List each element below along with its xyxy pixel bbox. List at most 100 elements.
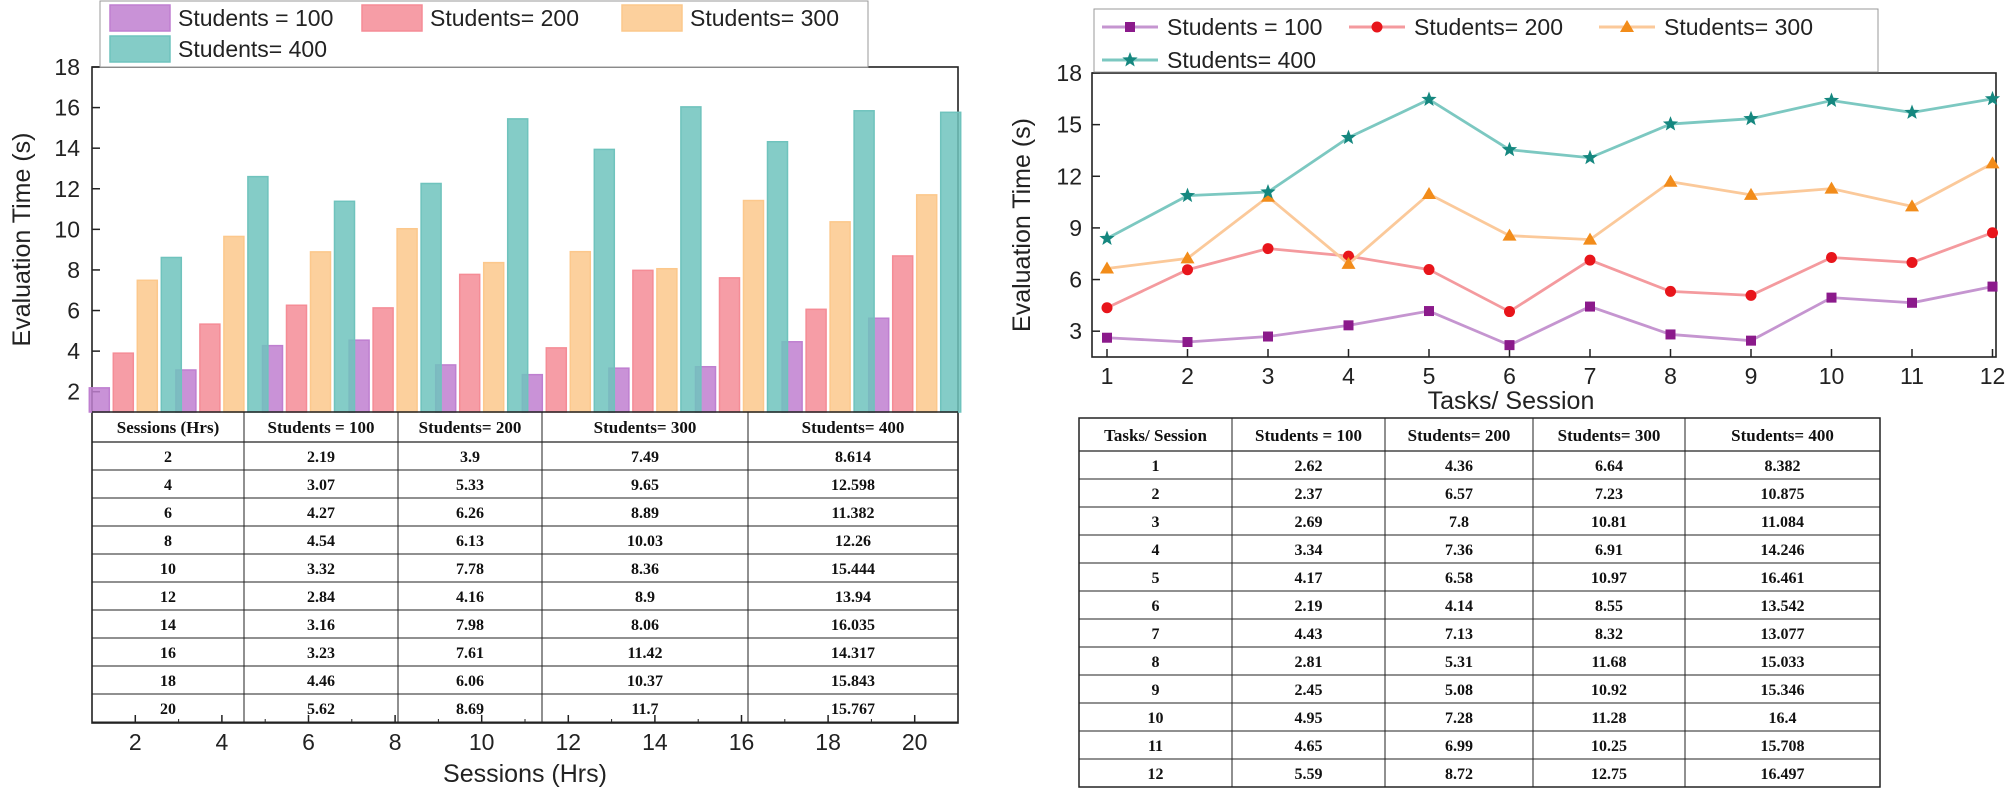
bar-table-cell: 8.69 (456, 701, 484, 718)
bar (458, 273, 481, 413)
line-table-cell: 11.084 (1761, 514, 1804, 531)
bar (805, 308, 827, 413)
line-legend-label: Students= 400 (1167, 47, 1316, 73)
line-table-cell: 11.28 (1591, 710, 1626, 727)
data-point (1823, 92, 1840, 107)
bar-table-cell: 4 (164, 477, 172, 494)
line-table-cell: 15.033 (1761, 654, 1805, 671)
line-table-cell: 6.64 (1595, 458, 1623, 475)
line-table-cell: 8.32 (1595, 626, 1623, 643)
bar-table-cell: 2 (164, 449, 172, 466)
bar-x-tick-label: 4 (216, 729, 229, 755)
bar-table-cell: 6.26 (456, 505, 484, 522)
series-line (1106, 97, 1993, 240)
bar-y-tick-label: 2 (67, 379, 80, 405)
data-point (1343, 320, 1354, 331)
data-point (1665, 285, 1676, 297)
bar-table-cell: 8.9 (635, 589, 655, 606)
line-table-cell: 4.95 (1295, 710, 1323, 727)
bar-table-cell: 10.37 (627, 673, 663, 690)
data-point (1260, 184, 1276, 199)
line-table-cell: 11 (1148, 738, 1163, 755)
line-x-tick-label: 9 (1745, 363, 1758, 389)
line-table-cell: 7.8 (1449, 514, 1469, 531)
bar (891, 255, 914, 413)
data-point (1182, 264, 1193, 276)
line-table-cell: 14.246 (1761, 542, 1805, 559)
line-table-cell: 2.19 (1295, 598, 1323, 615)
bar (718, 277, 741, 413)
data-point (1101, 302, 1113, 314)
line-x-tick-label: 3 (1262, 363, 1275, 389)
bar (569, 250, 592, 413)
bar-table-header: Students= 400 (802, 418, 905, 437)
line-legend-marker (1371, 21, 1383, 33)
line-table-cell: 4.14 (1445, 598, 1473, 615)
bar-x-tick-label: 10 (469, 729, 495, 755)
data-point (1905, 199, 1919, 212)
bar-legend-label: Students= 200 (430, 5, 579, 31)
bar-table-cell: 7.61 (456, 645, 484, 662)
bar-table-cell: 7.78 (456, 561, 484, 578)
line-table-cell: 2 (1152, 486, 1160, 503)
line-table-cell: 9 (1152, 682, 1160, 699)
bar-table-cell: 20 (160, 701, 176, 718)
line-table-cell: 2.81 (1295, 654, 1323, 671)
bar-table-header: Students= 200 (419, 418, 522, 437)
line-legend-marker (1125, 22, 1135, 32)
line-table-cell: 5.08 (1445, 682, 1473, 699)
bar-chart: 2 4 6 8 10 12 14 16 18 Evaluation Time (s) Session… (8, 0, 962, 788)
bar-y-tick-label: 6 (67, 298, 80, 324)
line-table-cell: 16.461 (1761, 570, 1805, 587)
bar-table-cell: 6.06 (456, 673, 484, 690)
bar-y-tick-label: 8 (67, 257, 80, 283)
bar-x-tick-label: 2 (129, 729, 142, 755)
bar-table-cell: 3.07 (307, 477, 335, 494)
data-point (1501, 141, 1518, 157)
line-y-tick-label: 12 (1056, 163, 1082, 189)
bar (656, 267, 678, 413)
data-point (1262, 243, 1274, 255)
line-table-header: Tasks/ Session (1104, 426, 1207, 445)
data-point (1502, 228, 1517, 241)
line-table-cell: 6.91 (1595, 542, 1623, 559)
line-table-cell: 10.81 (1591, 514, 1627, 531)
data-point (1907, 297, 1917, 308)
bar-table-cell: 2.84 (307, 589, 335, 606)
data-point (1263, 331, 1273, 342)
line-table-cell: 3 (1152, 514, 1160, 531)
bar-legend-label: Students= 300 (690, 5, 839, 31)
bar (506, 118, 529, 413)
data-point (1504, 340, 1515, 351)
bar-table-cell: 10 (160, 561, 176, 578)
bar-table-cell: 4.27 (307, 505, 335, 522)
bar-table-cell: 13.94 (835, 589, 871, 606)
line-table-cell: 12.75 (1591, 766, 1627, 783)
line-table-cell: 16.497 (1761, 766, 1805, 783)
line-x-tick-label: 10 (1819, 363, 1845, 389)
bar (915, 194, 938, 413)
line-table-cell: 8.382 (1765, 458, 1801, 475)
data-point (1662, 116, 1679, 131)
line-table-cell: 5.59 (1295, 766, 1323, 783)
data-point (1179, 187, 1196, 203)
data-point (1504, 306, 1515, 318)
bar-legend-label: Students = 100 (178, 5, 333, 31)
line-table-cell: 11.68 (1591, 654, 1626, 671)
data-point (1987, 281, 1998, 292)
line-table-cell: 5 (1152, 570, 1160, 587)
bar-table-cell: 6.13 (456, 533, 484, 550)
line-table-cell: 7.28 (1445, 710, 1473, 727)
line-table-cell: 10.875 (1761, 486, 1805, 503)
bar (593, 148, 616, 413)
bar-table-cell: 8.614 (835, 449, 871, 466)
data-point (1745, 289, 1757, 301)
data-point (1826, 252, 1837, 264)
bar-x-tick-label: 16 (729, 729, 755, 755)
bar-table-cell: 7.98 (456, 617, 484, 634)
line-x-tick-label: 4 (1342, 363, 1355, 389)
line-x-tick-label: 11 (1900, 363, 1924, 389)
data-point (1663, 174, 1678, 187)
